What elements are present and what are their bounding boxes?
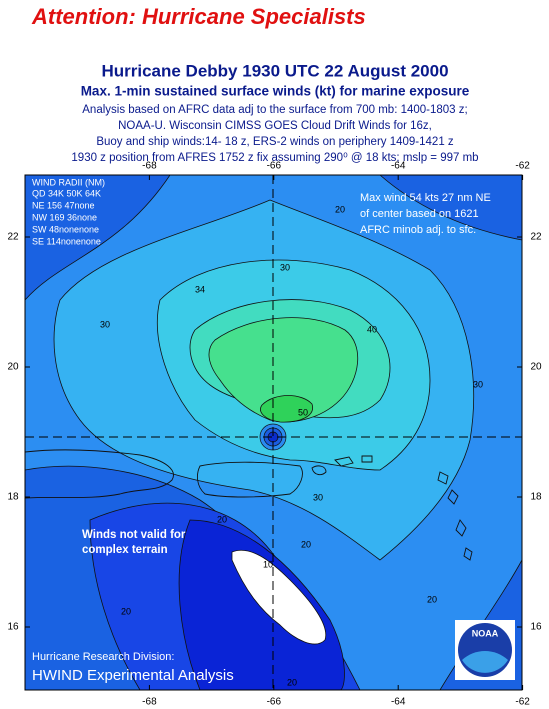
- wind-radii-row: NW 169 36none: [32, 212, 97, 222]
- lat-tick-label: 16: [7, 622, 19, 633]
- wind-radii: WIND RADII (NM) QD 34K 50K 64K NE 156 47n…: [32, 177, 105, 246]
- logo: NOAA: [455, 620, 515, 680]
- wind-band: [260, 395, 313, 423]
- contour-label: 20: [427, 594, 437, 604]
- division: Hurricane Research Division:: [32, 651, 174, 663]
- wind-radii-title: WIND RADII (NM): [32, 177, 105, 187]
- terrain-note: Winds not valid for: [82, 529, 186, 541]
- contour-label: 10: [263, 559, 273, 569]
- lat-tick-label: 20: [7, 362, 19, 373]
- wind-radii-row: SE 114nonenone: [32, 236, 101, 246]
- max-wind-note: AFRC minob adj. to sfc.: [360, 224, 476, 236]
- wind-radii-row: NE 156 47none: [32, 200, 95, 210]
- max-wind-note: Max wind 54 kts 27 nm NE: [360, 192, 491, 204]
- contour-label: 20: [335, 204, 345, 214]
- contour-label: 30: [473, 379, 483, 389]
- coastline: [25, 449, 174, 499]
- lon-tick-label: -62: [515, 697, 530, 708]
- wind-radii-row: SW 48nonenone: [32, 224, 99, 234]
- coastline: [197, 461, 303, 498]
- note: Buoy and ship winds:14- 18 z, ERS-2 wind…: [96, 136, 454, 148]
- terrain-note: complex terrain: [82, 544, 168, 556]
- lat-tick-label: 22: [7, 232, 19, 243]
- lat-tick-label: 22: [530, 232, 542, 243]
- contour-label: 30: [313, 492, 323, 502]
- logo-wave: [462, 651, 508, 673]
- subtitle: Max. 1-min sustained surface winds (kt) …: [81, 84, 470, 99]
- contour-label: 50: [298, 407, 308, 417]
- note: NOAA-U. Wisconsin CIMSS GOES Cloud Drift…: [118, 120, 432, 132]
- contour-label: 40: [367, 324, 377, 334]
- lon-tick-label: -68: [142, 161, 157, 172]
- note: Analysis based on AFRC data adj to the s…: [82, 104, 467, 116]
- lon-tick-label: -68: [142, 697, 157, 708]
- max-wind-note: of center based on 1621: [360, 208, 479, 220]
- title: Hurricane Debby 1930 UTC 22 August 2000: [101, 61, 448, 80]
- lon-tick-label: -66: [267, 697, 282, 708]
- lon-tick-label: -64: [391, 161, 406, 172]
- lon-tick-label: -66: [267, 161, 282, 172]
- lat-tick-label: 20: [530, 362, 542, 373]
- lon-tick-label: -62: [515, 161, 530, 172]
- lon-tick-label: -64: [391, 697, 406, 708]
- coastline: [311, 455, 373, 476]
- lat-tick-label: 18: [7, 492, 19, 503]
- map: [25, 175, 522, 690]
- contour-label: 20: [121, 606, 131, 616]
- contour-label: 30: [280, 262, 290, 272]
- contour-label: 20: [217, 514, 227, 524]
- attention: Attention: Hurricane Specialists: [31, 4, 366, 29]
- logo-text: NOAA: [472, 628, 499, 638]
- contour-label: 30: [100, 319, 110, 329]
- product: HWIND Experimental Analysis: [32, 667, 234, 684]
- wind-band: [208, 317, 359, 423]
- contour-label: 34: [195, 284, 205, 294]
- coastline: [437, 471, 473, 561]
- contour-label: 20: [301, 539, 311, 549]
- contour-label: 20: [287, 677, 297, 687]
- note: 1930 z position from AFRES 1752 z fix as…: [71, 152, 478, 164]
- lat-tick-label: 18: [530, 492, 542, 503]
- lat-tick-label: 16: [530, 622, 542, 633]
- wind-radii-row: QD 34K 50K 64K: [32, 188, 101, 198]
- wind-band: [231, 550, 327, 645]
